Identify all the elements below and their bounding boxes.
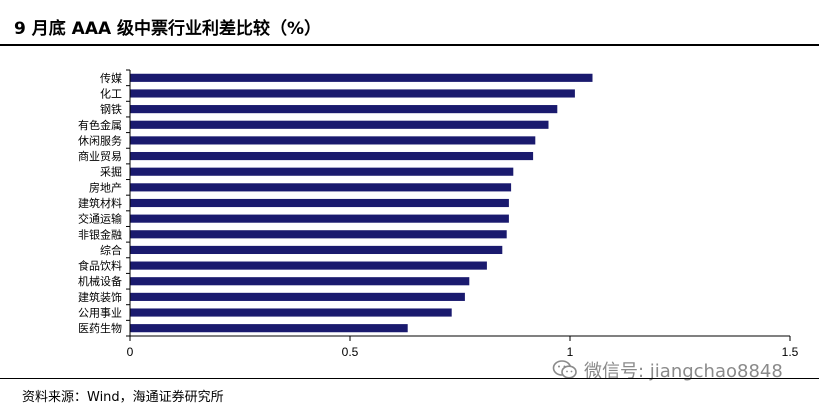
category-label: 商业贸易 [78, 149, 122, 163]
category-label: 食品饮料 [78, 259, 122, 273]
category-label: 化工 [100, 86, 122, 100]
category-label: 交通运输 [78, 212, 122, 226]
category-label: 休闲服务 [78, 133, 122, 147]
category-label: 公用事业 [78, 307, 122, 320]
bar-0 [130, 73, 593, 82]
bar-8 [130, 198, 509, 208]
category-label: 非银金融 [78, 227, 122, 241]
x-tick-label: 0 [127, 345, 134, 359]
bar-2 [130, 105, 558, 114]
bar-13 [130, 277, 470, 286]
watermark-text: 微信号: jiangchao8848 [584, 361, 783, 382]
category-label: 综合 [100, 243, 122, 257]
bar-14 [130, 292, 465, 301]
bar-12 [130, 261, 487, 270]
x-tick-label: 0.5 [342, 345, 359, 359]
bar-10 [130, 230, 507, 239]
x-tick-label: 1 [567, 345, 574, 359]
title-divider [0, 44, 819, 46]
category-label: 机械设备 [78, 274, 122, 288]
bar-15 [130, 308, 452, 317]
category-label: 传媒 [100, 72, 122, 85]
category-label: 钢铁 [100, 103, 122, 116]
title-bar: 9 月底 AAA 级中票行业利差比较（%） [0, 0, 819, 46]
bar-4 [130, 136, 536, 145]
bar-16 [130, 324, 408, 333]
bar-chart: 传媒化工钢铁有色金属休闲服务商业贸易采掘房地产建筑材料交通运输非银金融综合食品饮… [78, 69, 799, 359]
category-label: 建筑材料 [78, 196, 122, 210]
category-label: 医药生物 [78, 321, 122, 335]
bar-11 [130, 245, 503, 255]
bar-9 [130, 214, 509, 223]
category-label: 有色金属 [78, 118, 122, 132]
page-title: 9 月底 AAA 级中票行业利差比较（%） [14, 19, 322, 39]
bar-6 [130, 167, 514, 176]
bar-3 [130, 120, 549, 129]
bar-7 [130, 183, 512, 192]
bar-5 [130, 151, 534, 161]
category-label: 房地产 [89, 180, 122, 194]
category-label: 采掘 [100, 165, 122, 179]
source-note: 资料来源：Wind，海通证券研究所 [22, 390, 224, 405]
category-label: 建筑装饰 [78, 290, 122, 304]
wechat-icon [552, 360, 577, 379]
watermark: 微信号: jiangchao8848 [552, 358, 783, 382]
bar-1 [130, 89, 575, 98]
footer-divider [0, 378, 819, 379]
x-tick-label: 1.5 [782, 345, 799, 359]
